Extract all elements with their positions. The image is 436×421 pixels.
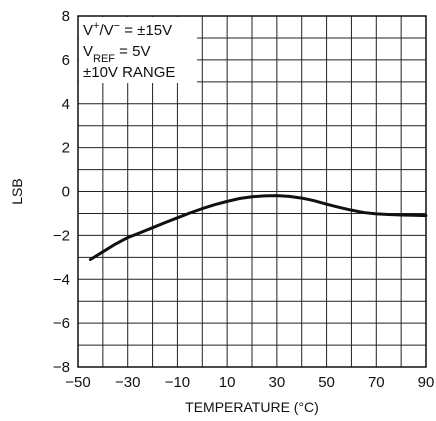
- x-tick-label: −10: [165, 374, 190, 391]
- x-tick-label: 30: [269, 374, 286, 391]
- y-tick-label: −4: [53, 271, 70, 288]
- annotation-line: VREF = 5V: [83, 43, 150, 65]
- x-tick-labels: −50 −30 −10 10 30 50 70 90: [65, 374, 434, 391]
- annotation-part: V: [83, 43, 93, 60]
- annotation-part: REF: [93, 53, 115, 65]
- y-tick-labels: −8 −6 −4 −2 0 2 4 6 8: [53, 8, 70, 376]
- annotation-part: = ±15V: [120, 22, 172, 39]
- annotation-line: ±10V RANGE: [83, 64, 175, 81]
- annotation-part: /V: [99, 22, 113, 39]
- x-tick-label: 10: [219, 374, 236, 391]
- x-tick-label: 50: [318, 374, 335, 391]
- x-tick-label: 70: [368, 374, 385, 391]
- series-group: [88, 194, 428, 262]
- series-line: [88, 194, 428, 262]
- x-tick-label: −50: [65, 374, 90, 391]
- annotation: V+/V− = ±15V VREF = 5V ±10V RANGE: [83, 20, 175, 81]
- y-tick-label: −2: [53, 227, 70, 244]
- y-tick-label: 8: [62, 8, 70, 25]
- plot-frame: [77, 15, 427, 368]
- annotation-part: V: [83, 22, 93, 39]
- annotation-background: [79, 17, 197, 83]
- y-tick-label: 4: [62, 96, 70, 113]
- annotation-part: −: [114, 20, 120, 32]
- annotation-part: +: [93, 20, 99, 32]
- y-tick-label: −8: [53, 359, 70, 376]
- y-tick-label: −6: [53, 315, 70, 332]
- x-axis-label: TEMPERATURE (°C): [185, 399, 319, 415]
- x-tick-label: −30: [115, 374, 140, 391]
- y-axis-label: LSB: [9, 178, 25, 204]
- annotation-part: ±10V RANGE: [83, 64, 175, 81]
- x-tick-label: 90: [418, 374, 435, 391]
- annotation-line: V+/V− = ±15V: [83, 20, 172, 39]
- y-tick-label: 6: [62, 52, 70, 69]
- annotation-part: = 5V: [115, 43, 150, 60]
- y-tick-label: 2: [62, 140, 70, 157]
- y-tick-label: 0: [62, 184, 70, 201]
